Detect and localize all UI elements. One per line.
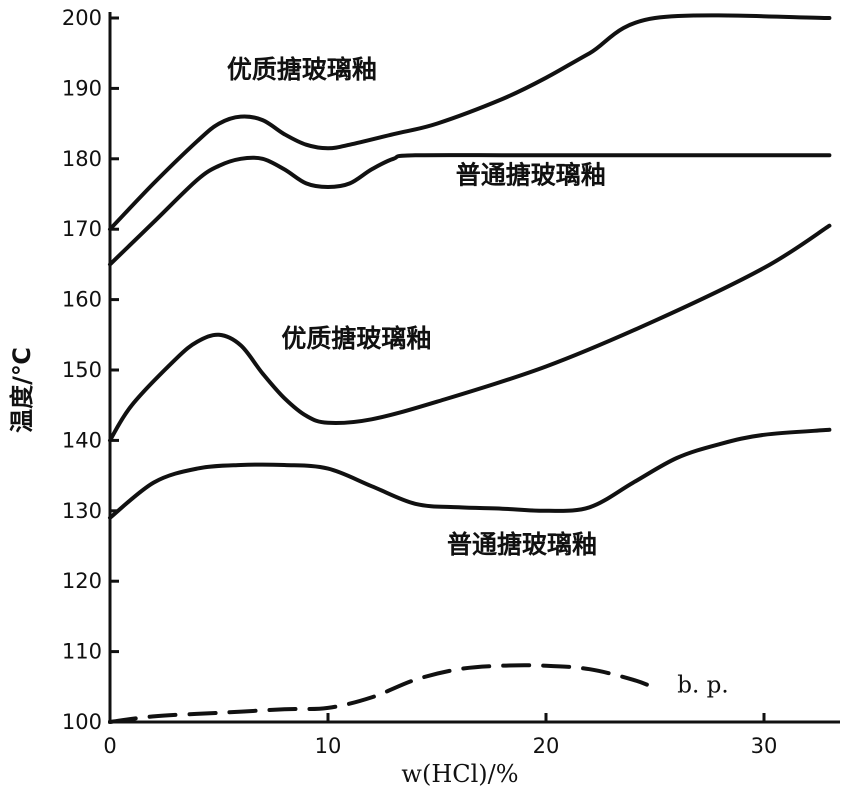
axes (108, 12, 840, 724)
curve-label: 优质搪玻璃釉 (281, 324, 431, 353)
series-line-boiling-point (108, 663, 657, 724)
x-tick-label: 10 (315, 734, 342, 758)
series-line-ordinary-upper (108, 153, 832, 267)
series-layer (108, 13, 832, 724)
y-tick-label: 150 (62, 358, 102, 382)
curve-label: 普通搪玻璃釉 (456, 160, 606, 189)
x-tick-label: 0 (103, 734, 116, 758)
y-tick-label: 180 (62, 147, 102, 171)
y-tick-label: 110 (62, 640, 102, 664)
curve-label: 优质搪玻璃釉 (227, 55, 377, 84)
x-tick-label: 30 (751, 734, 778, 758)
x-ticks: 0 10 20 30 (103, 713, 777, 758)
y-tick-label: 120 (62, 569, 102, 593)
y-tick-label: 140 (62, 428, 102, 452)
y-axis-title: 温度/℃ (8, 347, 36, 433)
x-tick-label: 20 (533, 734, 560, 758)
y-tick-label: 130 (62, 499, 102, 523)
y-tick-label: 160 (62, 288, 102, 312)
y-tick-label: 170 (62, 217, 102, 241)
y-tick-label: 200 (62, 6, 102, 30)
series-line-premium-upper (108, 13, 832, 232)
curve-label: b. p. (677, 672, 728, 698)
y-tick-label: 190 (62, 76, 102, 100)
curve-label: 普通搪玻璃釉 (447, 530, 597, 559)
y-tick-label: 100 (62, 710, 102, 734)
x-axis-title: w(HCl)/% (401, 760, 518, 788)
series-line-ordinary-lower (108, 427, 832, 520)
y-ticks: 100 110 120 130 140 150 160 170 180 190 200 (62, 6, 119, 734)
series-line-premium-lower (108, 223, 832, 443)
